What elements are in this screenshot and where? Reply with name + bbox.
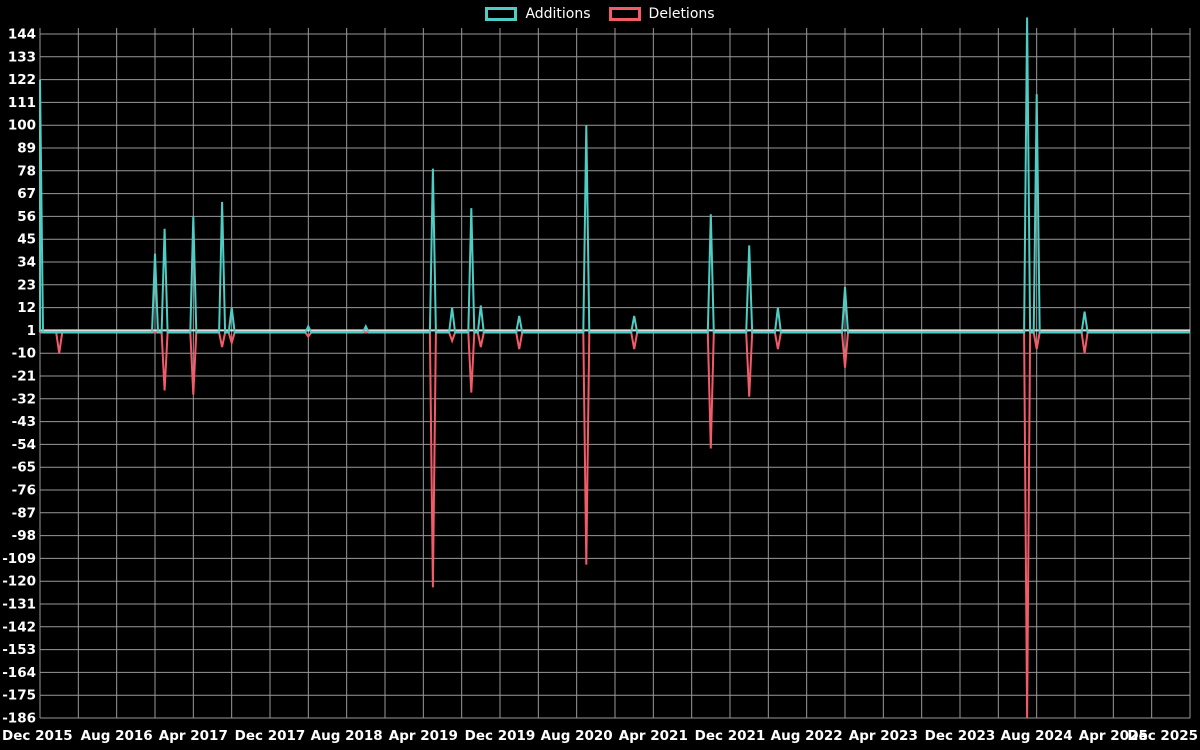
x-tick-label: Apr 2021 [619,728,688,744]
y-tick-label: -120 [2,574,36,590]
x-tick-label: Dec 2025 [1127,728,1198,744]
y-tick-label: -164 [2,665,36,681]
y-tick-label: -21 [12,369,36,385]
y-tick-label: 111 [8,95,36,111]
x-tick-label: Dec 2017 [235,728,306,744]
additions-swatch-icon [485,7,518,21]
legend-item-deletions[interactable]: Deletions [608,6,715,22]
additions-line[interactable] [39,17,1190,334]
x-tick-label: Apr 2025 [1079,728,1148,744]
y-tick-label: -43 [12,414,36,430]
x-tick-label: Dec 2015 [2,728,73,744]
y-tick-label: -76 [12,483,36,499]
y-tick-label: 122 [8,72,36,88]
y-tick-label: 56 [17,209,36,225]
y-tick-label: 89 [17,141,36,157]
x-tick-label: Dec 2019 [465,728,536,744]
x-tick-label: Aug 2016 [81,728,153,744]
x-tick-label: Aug 2022 [771,728,843,744]
x-tick-label: Apr 2023 [849,728,918,744]
y-tick-label: 45 [17,232,36,248]
y-tick-label: 78 [17,163,36,179]
y-tick-label: 34 [17,255,36,271]
y-tick-label: 133 [8,49,36,65]
y-tick-label: 144 [8,27,36,43]
x-tick-label: Apr 2019 [389,728,458,744]
deletions-swatch-icon [608,7,641,21]
y-tick-label: -98 [12,528,36,544]
grid-lines [39,28,1191,719]
y-tick-label: -54 [12,437,36,453]
x-tick-label: Aug 2018 [311,728,383,744]
y-tick-label: 1 [27,323,36,339]
y-tick-label: -10 [12,346,36,362]
x-tick-label: Aug 2020 [541,728,613,744]
legend-label-deletions: Deletions [648,6,715,22]
x-tick-label: Dec 2023 [925,728,996,744]
y-tick-label: 12 [17,300,36,316]
legend-label-additions: Additions [525,6,591,22]
y-tick-label: -65 [12,460,36,476]
x-axis-labels: Dec 2015 Aug 2016 Apr 2017 Dec 2017 Aug 2018… [2,728,1198,744]
x-tick-label: Apr 2017 [159,728,228,744]
x-tick-label: Dec 2021 [695,728,766,744]
y-tick-label: -131 [2,597,36,613]
y-tick-label: -142 [2,619,36,635]
y-tick-label: 100 [8,118,36,134]
y-tick-label: -175 [2,688,36,704]
y-axis-labels: 144 133 122 111 100 89 78 67 56 45 34 23 12 1 -10 -21 -3… [2,27,36,727]
y-tick-label: -153 [2,642,36,658]
x-tick-label: Aug 2024 [1001,728,1073,744]
y-tick-label: -32 [12,391,36,407]
y-tick-label: -109 [2,551,36,567]
y-tick-label: 23 [17,277,36,293]
chart-legend: Additions Deletions [0,6,1200,22]
y-tick-label: -87 [12,505,36,521]
legend-item-additions[interactable]: Additions [485,6,591,22]
y-tick-label: 67 [17,186,36,202]
y-tick-label: -186 [2,711,36,727]
